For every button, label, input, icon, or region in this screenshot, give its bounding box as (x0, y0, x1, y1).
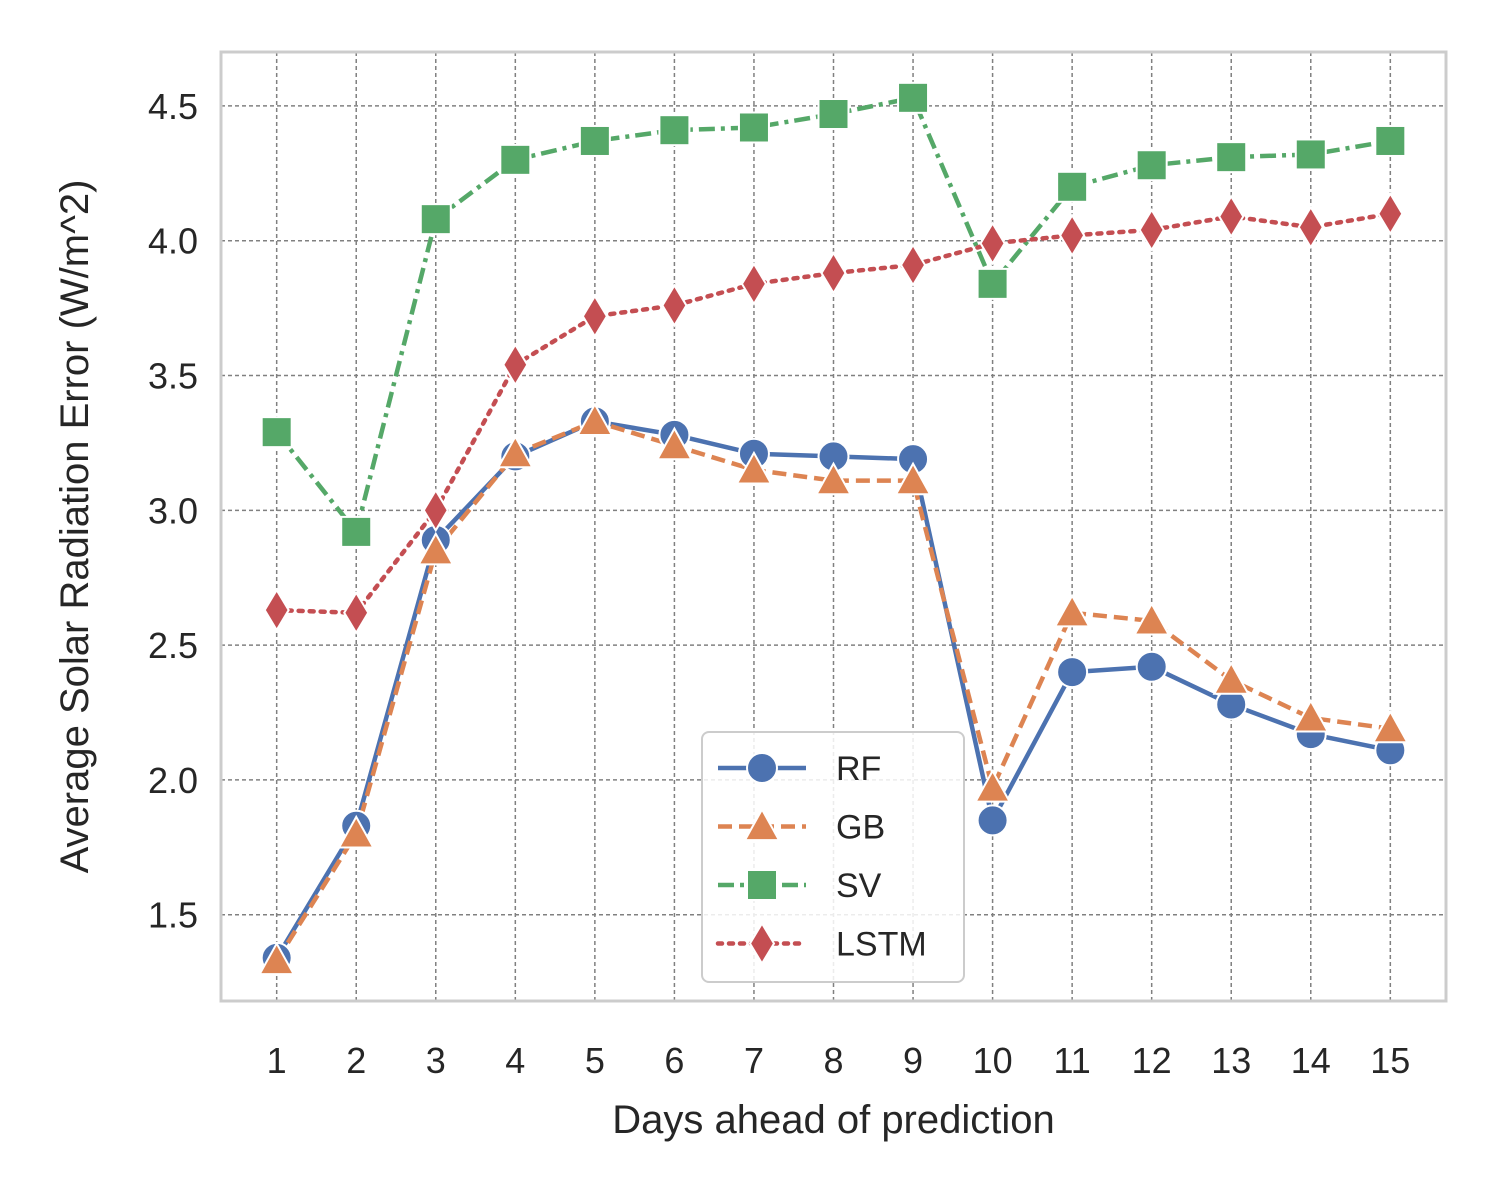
series-line-lstm (274, 211, 1393, 616)
data-point-lstm (1218, 194, 1245, 239)
data-point-rf (1135, 650, 1168, 683)
y-tick-label: 3.5 (148, 356, 198, 397)
y-tick-label: 4.0 (148, 221, 198, 262)
x-tick-label: 10 (973, 1040, 1013, 1081)
data-point-lstm (979, 221, 1006, 266)
data-point-gb (257, 941, 296, 976)
legend-marker-sv (746, 869, 778, 901)
y-axis-ticks: 1.5 2.0 2.5 3.0 3.5 4.0 4.5 (148, 86, 198, 936)
data-point-gb (337, 814, 375, 849)
y-tick-label: 2.0 (148, 760, 198, 801)
data-point-sv (1374, 124, 1407, 157)
data-point-lstm (1138, 207, 1165, 252)
data-point-lstm (581, 294, 609, 339)
legend: RF GB SV LSTM (701, 731, 965, 983)
y-tick-label: 3.0 (148, 490, 198, 531)
y-tick-label: 4.5 (148, 86, 198, 127)
data-point-rf (976, 804, 1009, 837)
data-point-lstm (422, 488, 449, 533)
data-point-gb (735, 450, 773, 485)
data-point-gb (417, 531, 455, 566)
data-point-sv (1294, 138, 1327, 171)
data-point-gb (655, 426, 694, 461)
x-tick-label: 9 (903, 1040, 923, 1081)
legend-marker-gb (743, 807, 781, 842)
x-tick-label: 12 (1132, 1040, 1172, 1081)
data-point-sv (419, 203, 452, 236)
x-tick-label: 7 (744, 1040, 764, 1081)
x-tick-label: 5 (585, 1040, 605, 1081)
y-tick-label: 1.5 (148, 895, 198, 936)
data-point-lstm (740, 261, 768, 306)
data-point-gb (1132, 601, 1171, 636)
x-tick-label: 15 (1370, 1040, 1410, 1081)
data-point-sv (578, 124, 611, 157)
x-tick-label: 8 (823, 1040, 843, 1081)
data-point-lstm (1377, 191, 1404, 236)
data-point-sv (1056, 170, 1089, 203)
legend-label-sv: SV (836, 867, 882, 905)
x-tick-label: 4 (505, 1040, 525, 1081)
data-point-sv (499, 143, 532, 176)
data-point-gb (894, 461, 932, 496)
data-point-gb (814, 461, 853, 496)
data-point-sv (737, 111, 770, 144)
legend-marker-rf (746, 752, 778, 784)
data-point-gb (973, 768, 1012, 803)
data-point-lstm (502, 342, 529, 387)
data-point-lstm (661, 283, 688, 328)
data-point-lstm (343, 590, 370, 635)
x-tick-label: 14 (1291, 1040, 1331, 1081)
y-tick-label: 2.5 (148, 625, 198, 666)
legend-label-lstm: LSTM (836, 926, 927, 964)
data-point-lstm (263, 588, 290, 633)
data-point-gb (496, 434, 535, 469)
data-point-lstm (899, 243, 927, 287)
data-point-sv (897, 81, 930, 114)
series-markers (257, 81, 1410, 976)
x-tick-label: 2 (346, 1040, 366, 1081)
x-tick-label: 3 (426, 1040, 446, 1081)
data-point-gb (1053, 593, 1091, 628)
data-point-gb (1292, 698, 1330, 733)
x-tick-label: 11 (1053, 1040, 1090, 1081)
data-point-lstm (1297, 205, 1324, 250)
data-point-sv (817, 98, 850, 131)
data-point-gb (1371, 709, 1410, 744)
data-point-lstm (1058, 213, 1086, 258)
data-point-rf (1056, 656, 1089, 689)
legend-box (701, 731, 965, 983)
x-axis-title: Days ahead of prediction (612, 1098, 1055, 1142)
legend-label-rf: RF (836, 750, 881, 788)
data-point-gb (1212, 661, 1250, 695)
x-axis-ticks: 1 2 3 4 5 6 7 8 9 10 11 12 13 14 15 (267, 1040, 1411, 1081)
y-axis-title: Average Solar Radiation Error (W/m^2) (53, 180, 97, 874)
x-tick-label: 6 (664, 1040, 684, 1081)
plot-frame (219, 50, 1448, 1003)
data-point-sv (1215, 141, 1248, 174)
data-point-sv (260, 416, 293, 449)
x-tick-label: 13 (1211, 1040, 1251, 1081)
legend-marker-lstm (748, 921, 776, 966)
data-point-sv (340, 515, 373, 548)
data-point-lstm (820, 251, 847, 296)
data-point-gb (576, 402, 614, 436)
data-point-sv (1135, 149, 1168, 182)
x-tick-label: 1 (267, 1040, 287, 1081)
data-point-sv (658, 114, 691, 147)
legend-label-gb: GB (836, 809, 885, 847)
data-point-sv (976, 267, 1009, 300)
series-line-gb (274, 419, 1391, 962)
